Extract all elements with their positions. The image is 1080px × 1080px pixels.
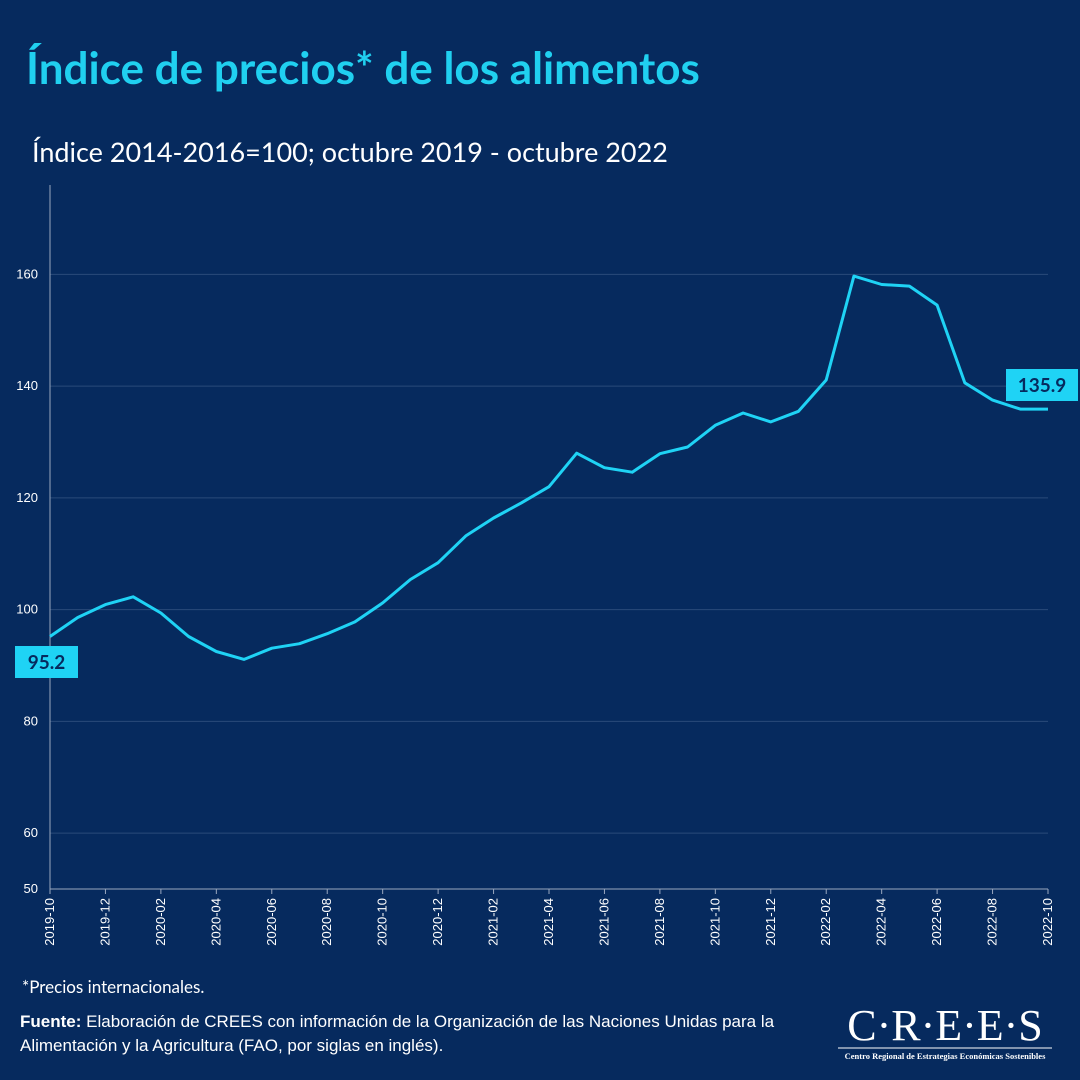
line [49,274,1048,661]
x-tick-label: 2020-08 [319,898,334,946]
footnote: *Precios internacionales. [22,976,204,997]
x-tick-label: 2021-02 [486,898,501,946]
source-box: Fuente: Elaboración de CREES con informa… [20,1010,830,1058]
source-label: Fuente: [20,1012,82,1031]
chart-subtitle: Índice 2014-2016=100; octubre 2019 - oct… [32,135,668,168]
value-label: 135.9 [1018,374,1067,397]
value-label-box [1006,369,1078,401]
y-tick-label: 140 [16,378,38,393]
x-tick-label: 2020-10 [375,898,390,946]
x-tick-label: 2021-10 [707,898,722,946]
x-tick-label: 2019-10 [42,898,57,946]
x-tick-label: 2021-12 [763,898,778,946]
source-text: Elaboración de CREES con información de … [20,1012,775,1055]
x-tick-label: 2022-04 [874,898,889,946]
logo: C·R·E·E·S [847,1001,1043,1050]
y-tick-label: 100 [16,602,38,617]
x-tick-label: 2019-12 [97,898,112,946]
y-tick-label: 50 [24,881,38,896]
x-tick-label: 2022-10 [1040,898,1055,946]
x-tick-label: 2022-08 [985,898,1000,946]
value-label-box [15,646,78,678]
x-tick-label: 2020-12 [430,898,445,946]
y-tick-label: 160 [16,266,38,281]
value-label: 95.2 [28,651,66,674]
x-tick-label: 2020-02 [153,898,168,946]
chart-title: Índice de precios* de los alimentos [26,42,700,94]
y-tick-label: 60 [24,825,38,840]
y-tick-label: 80 [24,713,38,728]
x-tick-label: 2022-02 [818,898,833,946]
x-tick-label: 2022-06 [929,898,944,946]
y-tick-label: 120 [16,490,38,505]
logo-subtitle: Centro Regional de Estrategias Económica… [845,1051,1046,1061]
x-tick-label: 2021-06 [596,898,611,946]
x-tick-label: 2020-06 [264,898,279,946]
x-tick-label: 2021-04 [541,898,556,946]
x-tick-label: 2020-04 [208,898,223,946]
x-tick-label: 2021-08 [652,898,667,946]
source: Fuente: Elaboración de CREES con informa… [20,1010,830,1058]
